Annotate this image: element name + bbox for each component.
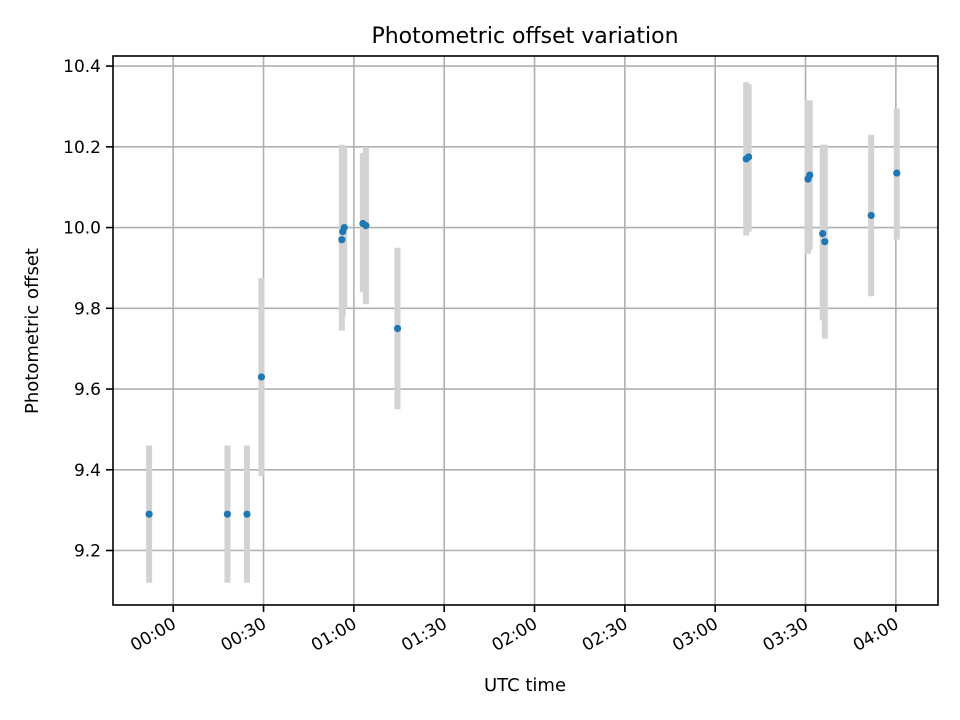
y-tick-label: 10.0 <box>63 219 101 239</box>
y-tick-label: 10.2 <box>63 138 101 158</box>
x-tick-label: 03:30 <box>760 614 812 656</box>
y-tick-label: 9.6 <box>74 380 101 400</box>
data-point <box>893 169 901 177</box>
data-point <box>257 373 266 381</box>
x-tick-label: 04:00 <box>850 614 902 656</box>
data-point <box>338 236 346 244</box>
data-points <box>145 153 901 518</box>
x-tick-label: 01:00 <box>308 614 360 656</box>
data-point <box>393 324 402 333</box>
x-tick-label: 03:00 <box>669 614 721 656</box>
data-point <box>145 510 153 518</box>
data-point <box>340 223 348 232</box>
chart-title: Photometric offset variation <box>371 24 678 49</box>
grid-lines <box>113 56 938 605</box>
x-tick-label: 02:30 <box>579 614 631 656</box>
x-tick-label: 00:00 <box>127 614 179 656</box>
data-point <box>821 238 829 246</box>
x-tick-label: 00:30 <box>218 614 270 656</box>
data-point <box>745 153 753 161</box>
plot-frame <box>112 55 939 606</box>
y-tick-label: 9.2 <box>74 542 101 562</box>
data-point <box>867 211 875 220</box>
y-axis-label: Photometric offset <box>22 248 43 414</box>
x-tick-label: 01:30 <box>398 614 450 656</box>
data-point <box>819 230 827 238</box>
y-tick-label: 10.4 <box>63 57 101 77</box>
data-point <box>243 510 251 518</box>
y-tick-label: 9.4 <box>74 461 101 481</box>
x-axis-label: UTC time <box>484 675 566 696</box>
error-bars <box>146 82 900 583</box>
data-point <box>806 171 814 179</box>
data-point <box>223 510 232 518</box>
y-tick-label: 9.8 <box>74 299 101 319</box>
x-tick-label: 02:00 <box>489 614 541 656</box>
data-point <box>362 221 370 230</box>
